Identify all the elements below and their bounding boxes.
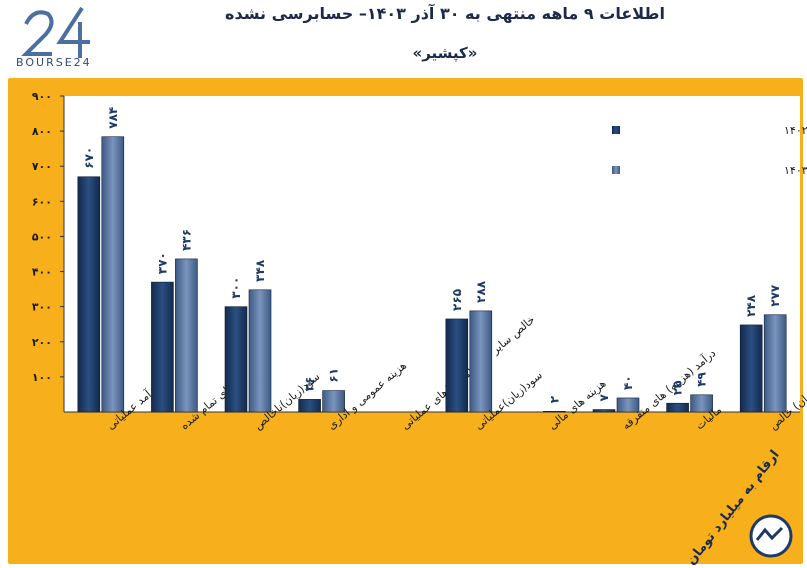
data-label: ۲۷۷ bbox=[768, 284, 782, 307]
y-tick-label: ۶۰۰ bbox=[32, 195, 52, 208]
bourse24-logo-graphic bbox=[21, 6, 90, 58]
logo-text: BOURSE24 bbox=[16, 56, 92, 69]
data-label: ۴۹ bbox=[695, 371, 709, 386]
legend-entry: عملکرد منتهی به آذر ۱۴۰۳ bbox=[784, 163, 807, 177]
data-label: ۷۸۴ bbox=[106, 107, 120, 129]
y-tick-label: ۲۰۰ bbox=[32, 336, 52, 349]
data-label: ۲۴۸ bbox=[744, 294, 758, 317]
bourse24-logo: BOURSE24 bbox=[12, 2, 104, 72]
bar-1402 bbox=[739, 324, 763, 413]
bar-1402 bbox=[77, 176, 101, 413]
bar-1402 bbox=[151, 281, 174, 413]
bar-1402 bbox=[666, 402, 689, 413]
data-label: ۲ bbox=[547, 395, 561, 403]
data-label: ۲۶۵ bbox=[450, 289, 464, 311]
data-label: ۴۰ bbox=[621, 375, 635, 390]
data-label: ۳۴۸ bbox=[253, 259, 267, 282]
bar-1403 bbox=[101, 136, 125, 413]
bar-1402 bbox=[224, 306, 248, 413]
y-tick-label: ۷۰۰ bbox=[32, 160, 52, 173]
bar-1403 bbox=[543, 410, 566, 413]
data-label: ۴۳۶ bbox=[179, 229, 193, 251]
y-tick-label: ۸۰۰ bbox=[32, 125, 52, 138]
page-title: اطلاعات ۹ ماهه منتهی به ۳۰ آذر ۱۴۰۳– حسا… bbox=[225, 4, 665, 23]
data-label: ۲۵ bbox=[671, 381, 685, 396]
data-label: ۳۷۰ bbox=[155, 252, 169, 274]
data-label: ۶۷۰ bbox=[82, 147, 96, 169]
bar-1403 bbox=[248, 289, 272, 413]
trend-line-icon bbox=[755, 526, 784, 541]
bar-1403 bbox=[175, 258, 198, 413]
legend-swatch-1402 bbox=[612, 126, 620, 134]
bar-1402 bbox=[445, 318, 469, 413]
y-tick-label: ۱۰۰ bbox=[32, 371, 52, 384]
data-label: ۲۸۸ bbox=[474, 280, 488, 303]
bar-1402 bbox=[298, 399, 321, 413]
legend-entry: عملکرد منتهی به آذر ۱۴۰۲ bbox=[784, 123, 807, 137]
y-tick-label: ۵۰۰ bbox=[32, 230, 52, 243]
y-tick-label: ۳۰۰ bbox=[32, 301, 52, 314]
bar-1403 bbox=[469, 310, 493, 413]
data-label: ۷ bbox=[597, 394, 611, 402]
data-label: ۶۱ bbox=[327, 368, 341, 383]
bar-1403 bbox=[690, 394, 713, 413]
bar-1403 bbox=[616, 397, 640, 413]
y-tick-label: ۴۰۰ bbox=[32, 266, 52, 279]
page-subtitle: «کپشیر» bbox=[412, 44, 478, 62]
y-tick-label: ۹۰۰ bbox=[32, 90, 52, 103]
legend-swatch-1403 bbox=[612, 166, 620, 174]
bar-1403 bbox=[322, 390, 345, 413]
data-label: ۳۰۰ bbox=[229, 277, 243, 299]
bar-1402 bbox=[592, 409, 616, 413]
data-label: ۳۶ bbox=[303, 377, 317, 392]
bar-1403 bbox=[763, 314, 787, 413]
